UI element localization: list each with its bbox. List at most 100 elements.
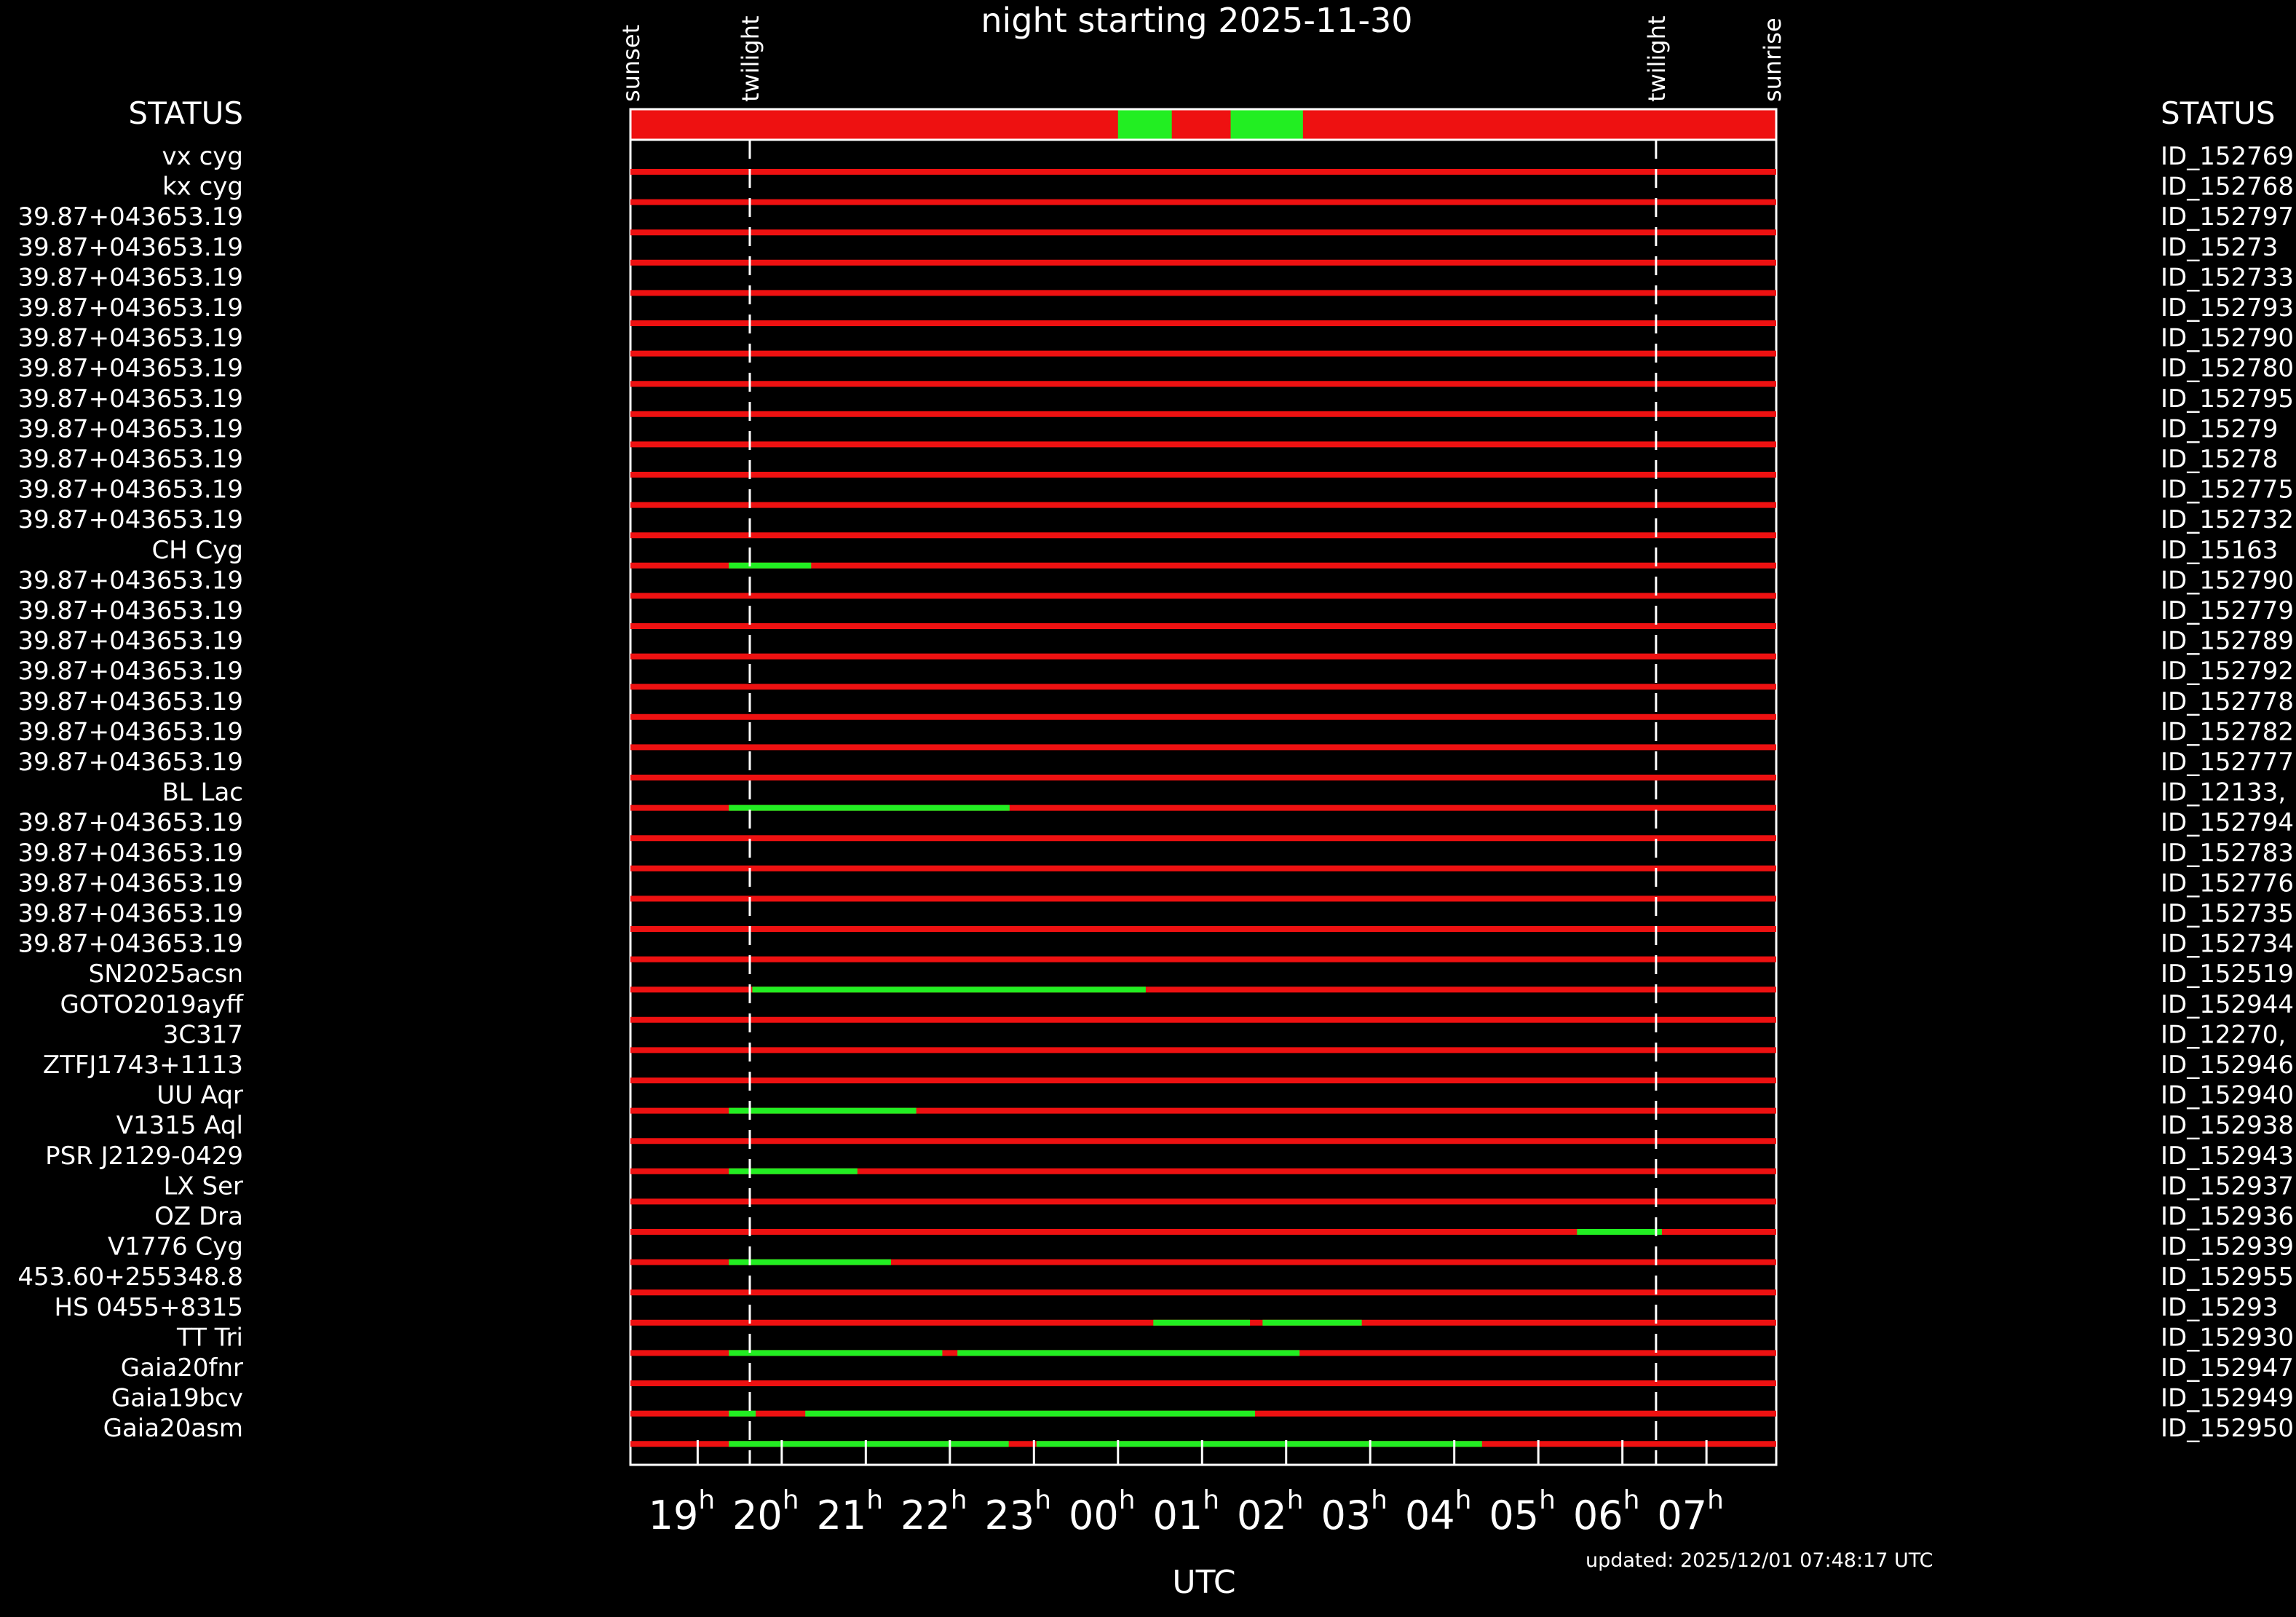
target-name: 39.87+043653.19	[17, 930, 243, 959]
x-tick-number: 21	[817, 1493, 867, 1538]
target-name: UU Aqr	[157, 1081, 243, 1110]
x-tick-number: 22	[900, 1493, 951, 1538]
target-id: ID_152776	[2161, 869, 2294, 898]
target-id: ID_152949	[2161, 1384, 2294, 1413]
target-id: ID_152955	[2161, 1262, 2294, 1292]
target-id: ID_152783	[2161, 839, 2294, 868]
target-id: ID_152775	[2161, 475, 2294, 505]
target-id: ID_152943	[2161, 1142, 2294, 1171]
target-id: ID_152790	[2161, 566, 2294, 595]
x-tick-suffix: h	[951, 1485, 967, 1515]
target-id: ID_15293	[2161, 1293, 2278, 1322]
target-name: GOTO2019ayff	[60, 990, 244, 1019]
target-name: Gaia20asm	[103, 1414, 243, 1443]
target-name: 39.87+043653.19	[17, 414, 243, 443]
status-open	[1230, 109, 1303, 140]
x-tick-number: 19	[649, 1493, 699, 1538]
target-id: ID_152779	[2161, 596, 2294, 625]
x-tick-number: 04	[1405, 1493, 1455, 1538]
x-tick-label: 20h	[732, 1485, 799, 1538]
x-tick-label: 04h	[1405, 1485, 1472, 1538]
x-tick-label: 03h	[1321, 1485, 1388, 1538]
target-id: ID_152782	[2161, 717, 2294, 746]
x-tick-suffix: h	[1034, 1485, 1051, 1515]
x-tick-label: 01h	[1152, 1485, 1219, 1538]
target-id: ID_152792	[2161, 657, 2294, 686]
target-name: vx cyg	[162, 142, 243, 171]
target-id: ID_152769	[2161, 142, 2294, 171]
target-id: ID_15163	[2161, 536, 2278, 565]
target-id: ID_152733	[2161, 263, 2294, 292]
target-name: V1315 Aql	[116, 1111, 243, 1140]
target-id: ID_152778	[2161, 687, 2294, 716]
target-id: ID_152789	[2161, 627, 2294, 656]
target-name: 39.87+043653.19	[17, 839, 243, 868]
target-id: ID_152930	[2161, 1323, 2294, 1352]
target-name: 39.87+043653.19	[17, 566, 243, 595]
x-tick-number: 23	[985, 1493, 1035, 1538]
target-name: V1776 Cyg	[108, 1233, 243, 1262]
target-name: PSR J2129-0429	[45, 1142, 243, 1171]
target-id: ID_152936	[2161, 1202, 2294, 1231]
target-name: 39.87+043653.19	[17, 354, 243, 383]
x-tick-suffix: h	[1707, 1485, 1724, 1515]
target-name: 39.87+043653.19	[17, 202, 243, 232]
status-bar	[630, 109, 1776, 140]
x-tick-suffix: h	[866, 1485, 883, 1515]
target-id: ID_152734	[2161, 930, 2294, 959]
x-tick-label: 02h	[1237, 1485, 1304, 1538]
x-tick-suffix: h	[783, 1485, 799, 1515]
target-name: 39.87+043653.19	[17, 384, 243, 414]
x-tick-suffix: h	[1119, 1485, 1136, 1515]
plot-frame	[629, 108, 1778, 1466]
event-label: twilight	[1643, 15, 1671, 102]
target-id: ID_152768	[2161, 173, 2294, 202]
target-id: ID_152940	[2161, 1081, 2294, 1110]
status-label-right: STATUS	[2161, 95, 2276, 131]
target-id: ID_152938	[2161, 1111, 2294, 1140]
target-id: ID_152794	[2161, 808, 2294, 837]
target-id: ID_152732	[2161, 505, 2294, 534]
updated-text: updated: 2025/12/01 07:48:17 UTC	[1586, 1549, 1933, 1572]
target-id: ID_152950	[2161, 1414, 2294, 1443]
event-label: twilight	[737, 15, 764, 102]
x-tick-number: 03	[1321, 1493, 1371, 1538]
target-name: 39.87+043653.19	[17, 263, 243, 292]
target-id: ID_152797	[2161, 202, 2294, 232]
x-tick-suffix: h	[1539, 1485, 1556, 1515]
x-tick-number: 06	[1573, 1493, 1623, 1538]
target-name: 39.87+043653.19	[17, 233, 243, 262]
target-name: 39.87+043653.19	[17, 899, 243, 928]
target-name: Gaia19bcv	[111, 1384, 243, 1413]
x-tick-label: 07h	[1657, 1485, 1724, 1538]
target-name: 39.87+043653.19	[17, 596, 243, 625]
x-tick-number: 01	[1152, 1493, 1203, 1538]
target-id: ID_152946	[2161, 1051, 2294, 1080]
target-name: SN2025acsn	[89, 960, 243, 989]
target-id: ID_15278	[2161, 445, 2278, 474]
target-name: LX Ser	[163, 1171, 243, 1201]
x-tick-label: 00h	[1069, 1485, 1136, 1538]
target-name: BL Lac	[162, 778, 243, 807]
target-name: kx cyg	[162, 173, 243, 202]
target-id: ID_152937	[2161, 1171, 2294, 1201]
target-id: ID_15273	[2161, 233, 2278, 262]
target-id: ID_152795	[2161, 384, 2294, 414]
target-name: 39.87+043653.19	[17, 748, 243, 777]
target-id: ID_152735	[2161, 899, 2294, 928]
x-tick-suffix: h	[698, 1485, 715, 1515]
target-name: OZ Dra	[154, 1202, 243, 1231]
x-tick-suffix: h	[1371, 1485, 1388, 1515]
target-id: ID_152780	[2161, 354, 2294, 383]
target-id: ID_12270,	[2161, 1020, 2286, 1049]
event-label: sunset	[617, 25, 645, 102]
target-name: 39.87+043653.19	[17, 505, 243, 534]
target-id: ID_152790	[2161, 324, 2294, 353]
target-name: 39.87+043653.19	[17, 475, 243, 505]
x-axis-label: UTC	[1172, 1564, 1235, 1601]
target-name: 39.87+043653.19	[17, 717, 243, 746]
target-name: 39.87+043653.19	[17, 869, 243, 898]
x-tick-label: 22h	[900, 1485, 967, 1538]
target-name: TT Tri	[176, 1323, 243, 1352]
target-name: 39.87+043653.19	[17, 324, 243, 353]
